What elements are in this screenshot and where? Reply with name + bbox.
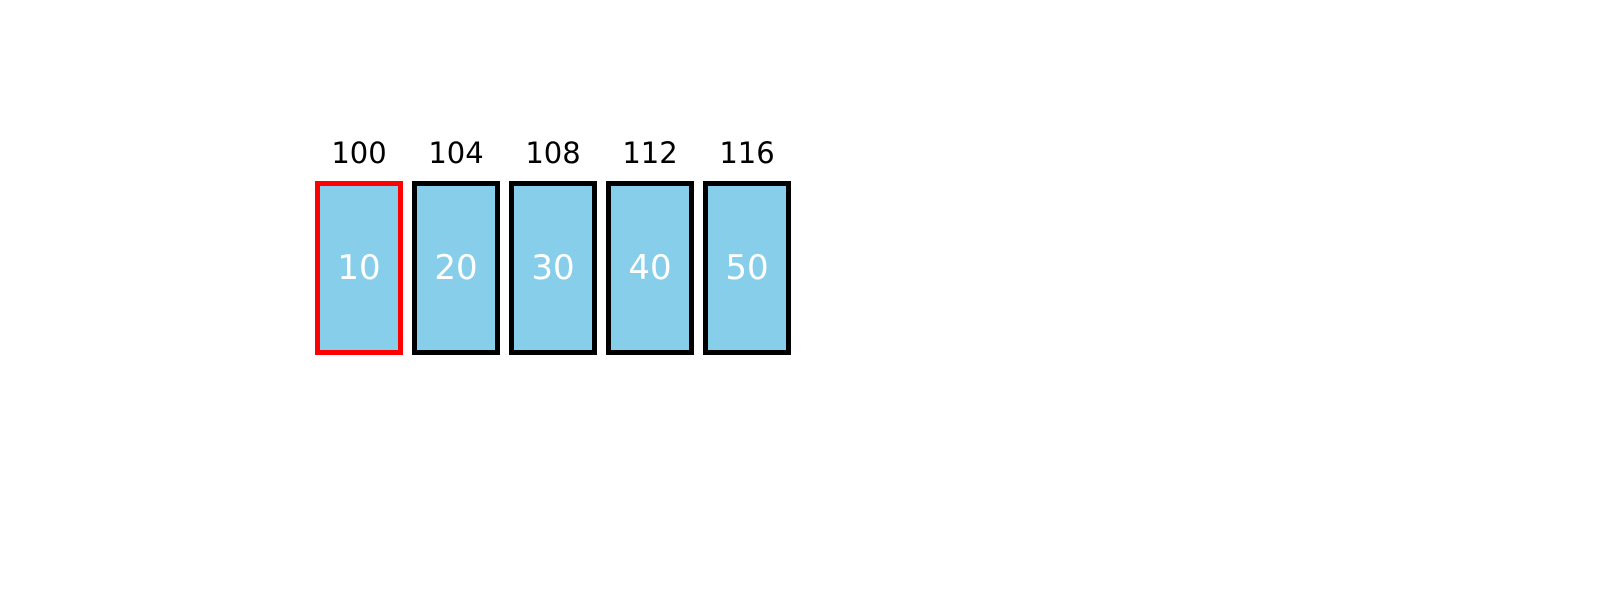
array-cell-box[interactable]: 10 (315, 181, 403, 355)
array-cell-2[interactable]: 108 30 (509, 136, 597, 355)
array-cell-value: 30 (531, 248, 575, 288)
array-cell-box[interactable]: 30 (509, 181, 597, 355)
memory-address-label: 116 (719, 136, 775, 170)
array-cell-box[interactable]: 20 (412, 181, 500, 355)
memory-address-label: 104 (428, 136, 484, 170)
array-cell-4[interactable]: 116 50 (703, 136, 791, 355)
array-cell-value: 40 (628, 248, 672, 288)
array-cell-1[interactable]: 104 20 (412, 136, 500, 355)
array-cells-container: 100 10 104 20 108 30 112 40 116 (315, 136, 791, 355)
array-cell-0[interactable]: 100 10 (315, 136, 403, 355)
array-cell-box[interactable]: 40 (606, 181, 694, 355)
memory-address-label: 100 (331, 136, 387, 170)
array-cell-3[interactable]: 112 40 (606, 136, 694, 355)
array-cell-value: 50 (725, 248, 769, 288)
array-cell-value: 20 (434, 248, 478, 288)
memory-address-label: 112 (622, 136, 678, 170)
array-cell-value: 10 (337, 248, 381, 288)
memory-address-label: 108 (525, 136, 581, 170)
array-cell-box[interactable]: 50 (703, 181, 791, 355)
